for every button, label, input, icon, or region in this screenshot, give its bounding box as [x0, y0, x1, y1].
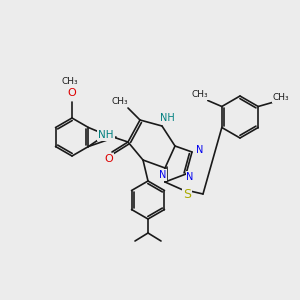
Text: CH₃: CH₃	[273, 93, 290, 102]
Text: CH₃: CH₃	[112, 97, 128, 106]
Text: CH₃: CH₃	[191, 90, 208, 99]
Text: CH₃: CH₃	[62, 77, 78, 86]
Text: O: O	[105, 154, 113, 164]
Text: O: O	[68, 88, 76, 98]
Text: S: S	[183, 188, 191, 200]
Text: N: N	[186, 172, 194, 182]
Text: NH: NH	[160, 113, 174, 123]
Text: N: N	[159, 170, 167, 180]
Text: NH: NH	[98, 130, 114, 140]
Text: N: N	[196, 145, 204, 155]
